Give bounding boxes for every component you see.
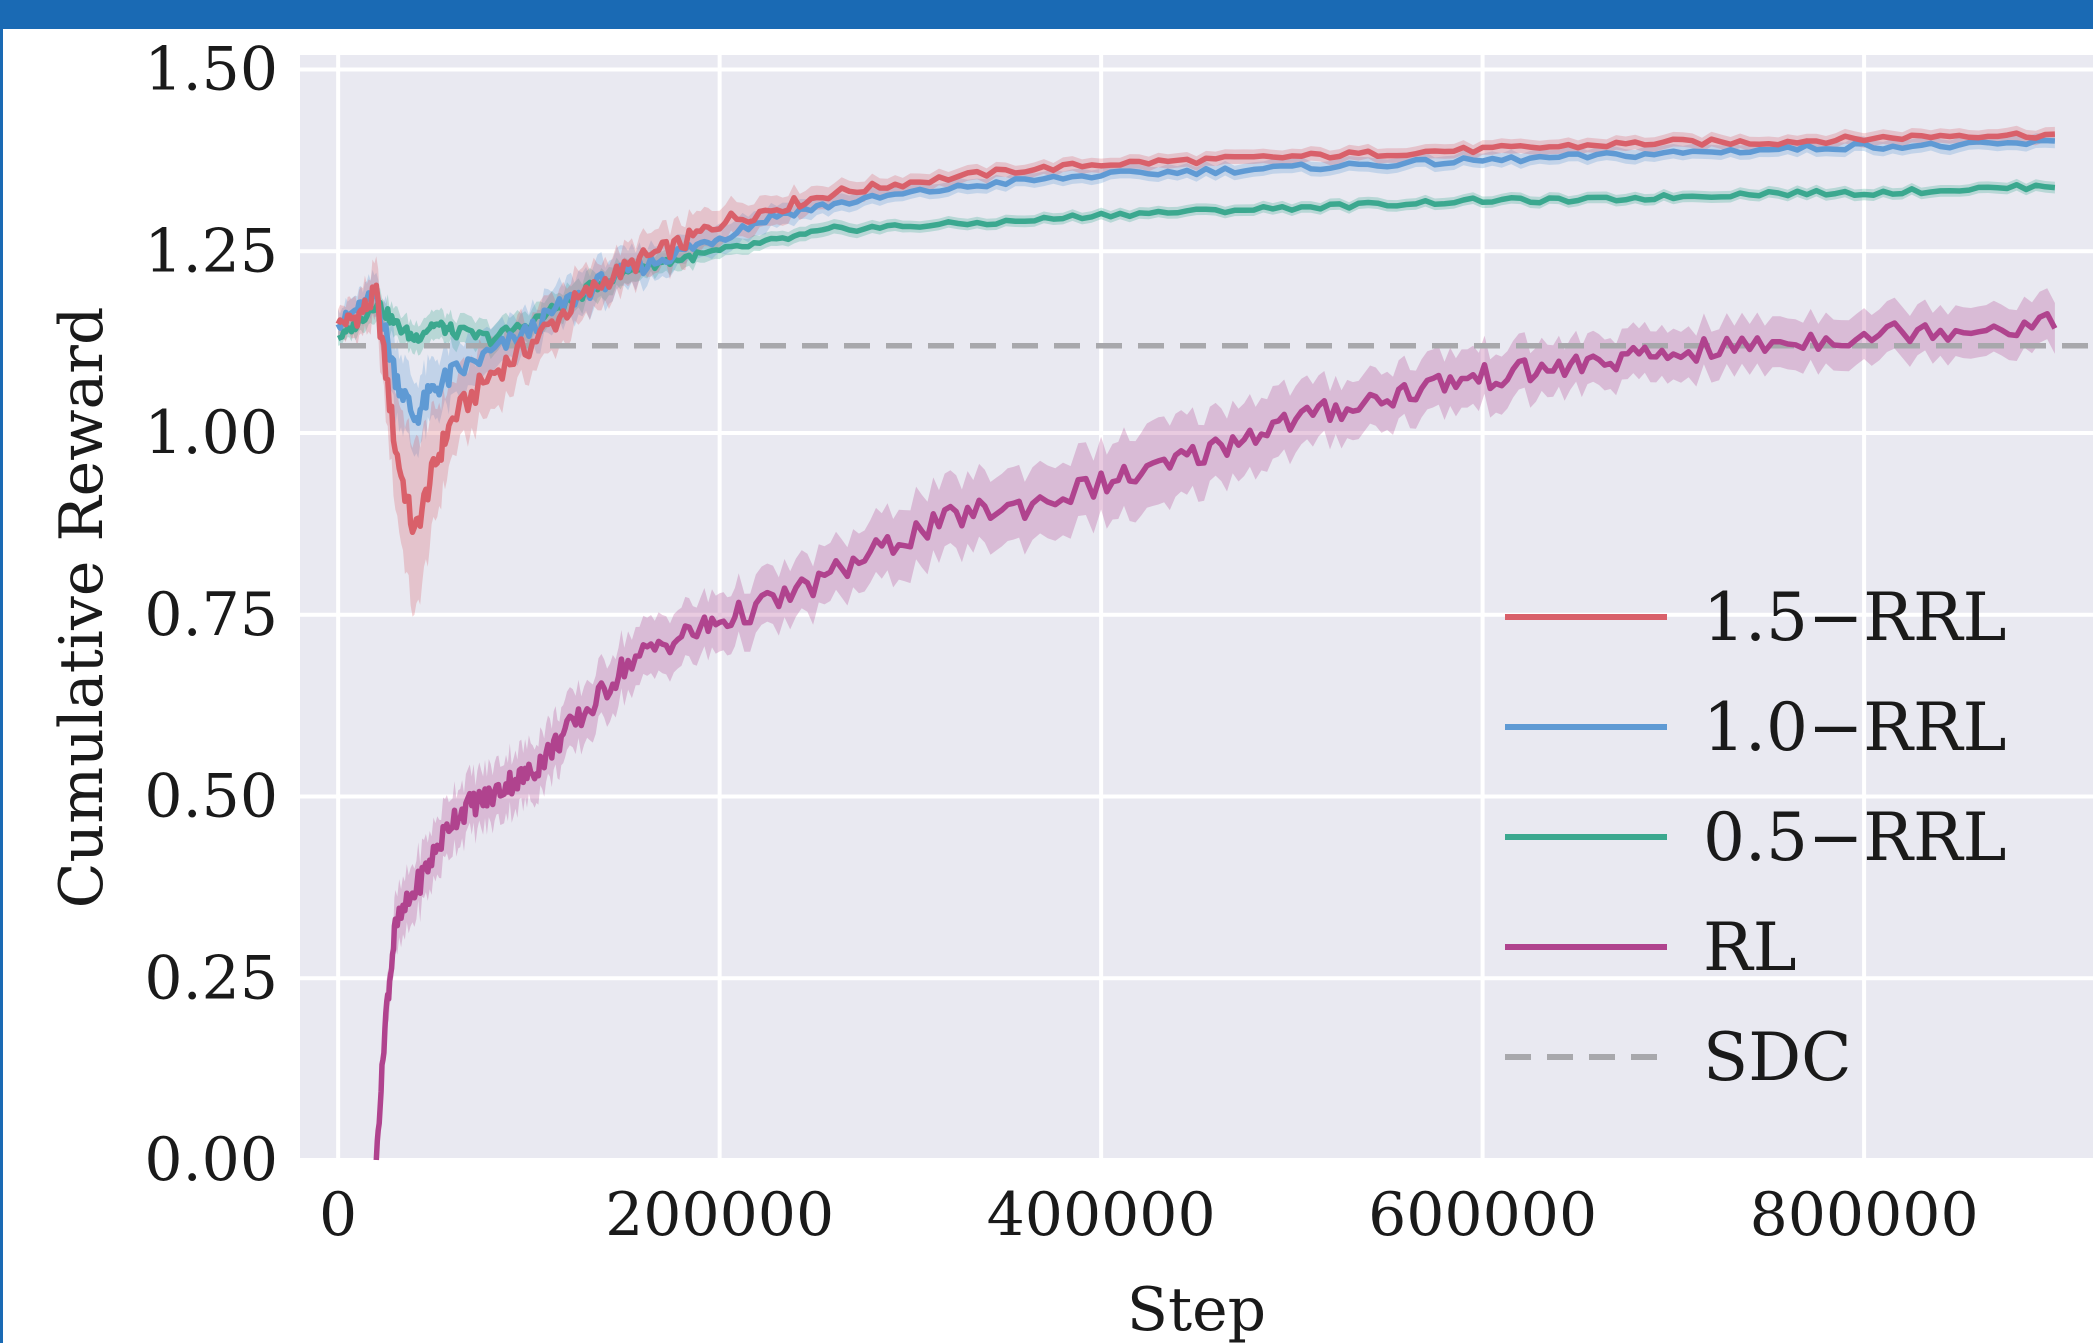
legend-label: 1.0−RRL [1703, 689, 2006, 766]
x-tick-label: 600000 [1368, 1180, 1597, 1250]
series-line-1-0-rrl [335, 137, 2056, 426]
window-left-edge [0, 29, 3, 1343]
legend: 1.5−RRL 1.0−RRL 0.5−RRL RL SDC [1505, 579, 2006, 1096]
window-top-bar [0, 0, 2093, 29]
y-tick-label: 0.00 [144, 1125, 278, 1195]
y-tick-label: 0.75 [144, 580, 278, 650]
series-lines [335, 130, 2058, 1161]
y-tick-label: 1.25 [144, 216, 278, 286]
x-axis-label: Step [1127, 1275, 1266, 1343]
x-tick-label: 200000 [605, 1180, 834, 1250]
plot-background [300, 55, 2093, 1160]
y-tick-label: 0.25 [144, 943, 278, 1013]
legend-label: 1.5−RRL [1703, 579, 2006, 656]
legend-label: 0.5−RRL [1703, 799, 2006, 876]
x-tick-label: 0 [319, 1180, 357, 1250]
series-line-rl [373, 310, 2058, 1161]
y-tick-label: 1.00 [144, 398, 278, 468]
y-axis-label: Cumulative Reward [47, 307, 117, 909]
y-tick-labels: 0.00 0.25 0.50 0.75 1.00 1.25 1.50 [144, 35, 278, 1195]
band-1-0-rrl [338, 133, 2055, 459]
y-tick-label: 0.50 [144, 762, 278, 832]
legend-label: SDC [1703, 1019, 1852, 1096]
x-tick-labels: 0 200000 400000 600000 800000 [319, 1180, 1979, 1250]
band-rl [376, 288, 2055, 1160]
y-tick-label: 1.50 [144, 35, 278, 105]
grid-lines [300, 55, 2093, 1162]
x-tick-label: 400000 [987, 1180, 1216, 1250]
x-tick-label: 800000 [1750, 1180, 1979, 1250]
series-line-0-5-rrl [336, 181, 2056, 348]
legend-label: RL [1703, 909, 1797, 986]
series-line-1-5-rrl [335, 130, 2056, 536]
